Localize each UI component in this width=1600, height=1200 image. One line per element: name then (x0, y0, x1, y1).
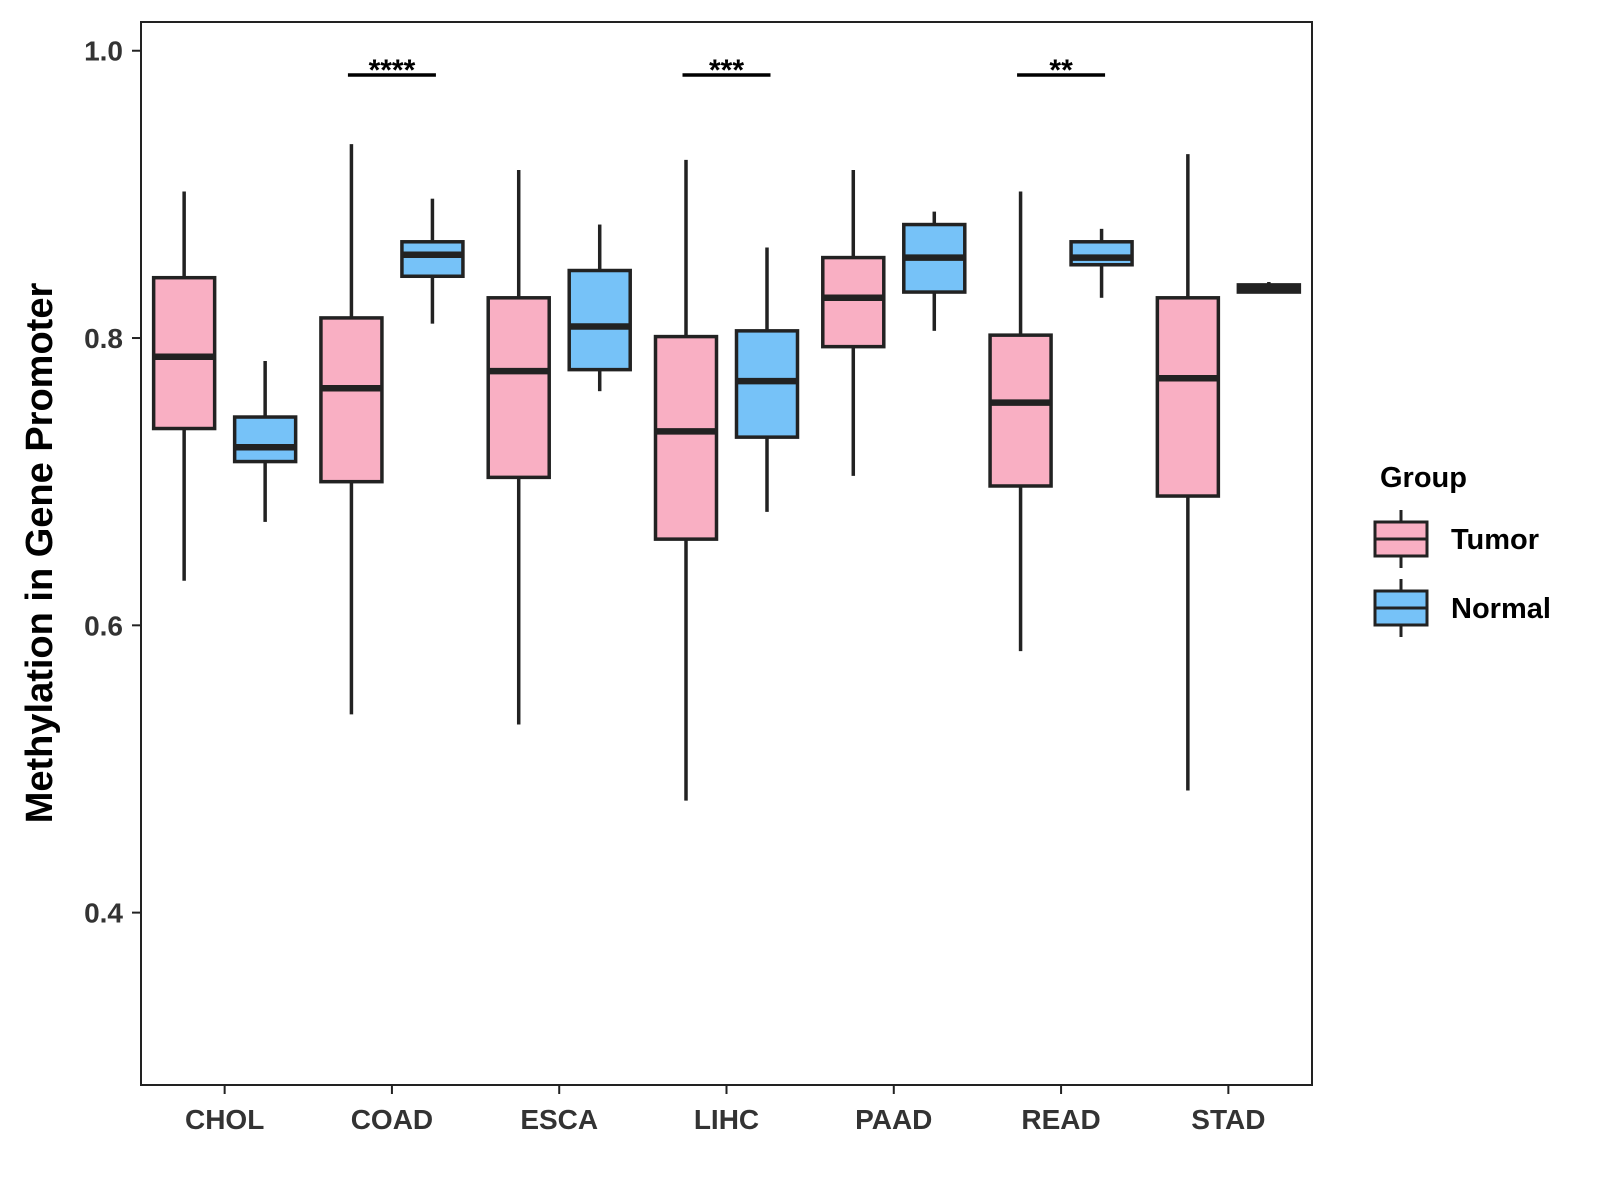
iqr-box (567, 268, 632, 372)
normal-box-esca (567, 224, 632, 392)
legend-label: Tumor (1451, 524, 1539, 556)
tumor-box-esca (486, 169, 551, 725)
tumor-box-chol (151, 191, 217, 581)
y-axis: 0.4 0.6 0.8 1.0 (84, 36, 141, 929)
iqr-box (821, 255, 886, 349)
y-tick-label: 0.4 (84, 898, 123, 929)
legend-title: Group (1380, 462, 1467, 494)
significance-annotations: **** *** ** (347, 54, 1106, 87)
legend-label: Normal (1451, 593, 1551, 625)
x-tick-label: CHOL (185, 1104, 264, 1135)
iqr-box (1155, 296, 1221, 498)
box-series (151, 144, 1302, 801)
y-tick-label: 0.6 (84, 610, 123, 641)
normal-box-coad (400, 198, 465, 324)
x-tick-label: READ (1021, 1104, 1100, 1135)
iqr-box (400, 240, 465, 279)
iqr-box (988, 333, 1053, 488)
normal-box-read (1069, 228, 1134, 298)
x-tick-label: COAD (351, 1104, 433, 1135)
y-tick-label: 1.0 (84, 36, 123, 67)
x-axis: CHOL COAD ESCA LIHC PAAD READ STAD (185, 1085, 1265, 1135)
normal-box-paad (902, 211, 967, 331)
legend-item-normal: Normal (1373, 579, 1551, 637)
significance-label: *** (709, 54, 744, 87)
x-tick-label: ESCA (520, 1104, 598, 1135)
tumor-box-lihc (653, 159, 719, 801)
plot-area (140, 21, 1313, 1086)
significance-label: ** (1049, 54, 1073, 87)
normal-box-lihc (734, 247, 800, 512)
iqr-box (1069, 240, 1134, 267)
plot-panel-border (140, 21, 1313, 1086)
tumor-box-paad (821, 169, 886, 476)
tumor-box-stad (1155, 154, 1221, 791)
iqr-box (232, 415, 298, 464)
y-tick-label: 0.8 (84, 323, 123, 354)
tumor-box-coad (319, 144, 384, 715)
iqr-box (653, 334, 719, 541)
iqr-box (486, 296, 551, 480)
legend-items: Tumor Normal (1373, 510, 1551, 637)
x-tick-label: LIHC (694, 1104, 759, 1135)
iqr-box (151, 275, 217, 431)
significance-label: **** (369, 54, 416, 87)
x-tick-label: PAAD (855, 1104, 932, 1135)
normal-box-stad (1236, 282, 1302, 294)
iqr-box (319, 316, 384, 484)
normal-box-chol (232, 361, 298, 522)
tumor-box-read (988, 191, 1053, 652)
legend-item-tumor: Tumor (1373, 510, 1539, 568)
y-axis-title: Methylation in Gene Promoter (19, 283, 61, 824)
legend: Group Tumor Normal (1373, 462, 1551, 637)
x-tick-label: STAD (1191, 1104, 1265, 1135)
